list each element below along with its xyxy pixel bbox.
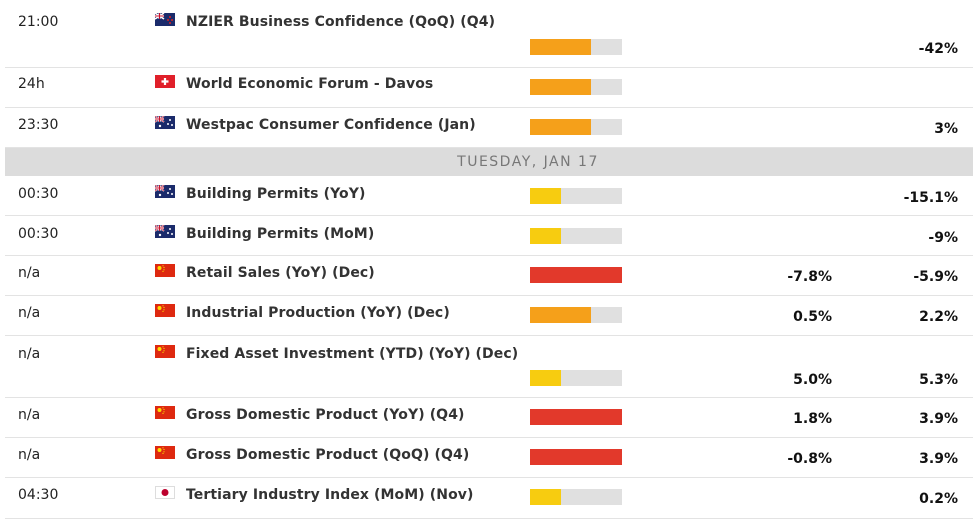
time: n/a: [18, 305, 41, 321]
forecast: -7.8%: [787, 269, 832, 285]
previous: 2.2%: [919, 309, 958, 325]
impact-fill: [530, 449, 622, 465]
previous: -15.1%: [903, 190, 958, 206]
impact-bar: [530, 307, 622, 323]
event-row[interactable]: 00:30 Building Permits (MoM) -9%: [5, 216, 973, 256]
event-row[interactable]: 23:30 Westpac Consumer Confidence (Jan) …: [5, 108, 973, 148]
impact-fill: [530, 188, 561, 204]
impact-bar: [530, 119, 622, 135]
impact-bar: [530, 449, 622, 465]
impact-fill: [530, 119, 592, 135]
event-row[interactable]: n/a Industrial Production (YoY) (Dec) 0.…: [5, 296, 973, 336]
impact-fill: [530, 228, 561, 244]
previous: -5.9%: [913, 269, 958, 285]
event-name: Fixed Asset Investment (YTD) (YoY) (Dec): [186, 346, 519, 362]
time: 00:30: [18, 186, 59, 202]
impact-bar: [530, 188, 622, 204]
event-name: Industrial Production (YoY) (Dec): [186, 305, 450, 321]
previous: -9%: [928, 230, 958, 246]
flag: [155, 486, 175, 499]
event-row[interactable]: n/a Gross Domestic Product (QoQ) (Q4) -0…: [5, 438, 973, 478]
event-name: Westpac Consumer Confidence (Jan): [186, 117, 476, 133]
previous: 5.3%: [919, 372, 958, 388]
forecast: 0.5%: [793, 309, 832, 325]
flag: [155, 345, 175, 358]
previous: 3.9%: [919, 411, 958, 427]
impact-bar: [530, 489, 622, 505]
forecast: 1.8%: [793, 411, 832, 427]
flag: [155, 446, 175, 459]
impact-fill: [530, 370, 561, 386]
event-row[interactable]: n/a Gross Domestic Product (YoY) (Q4) 1.…: [5, 398, 973, 438]
flag: [155, 185, 175, 198]
event-name: Tertiary Industry Index (MoM) (Nov): [186, 487, 474, 503]
time: 21:00: [18, 14, 59, 30]
time: n/a: [18, 265, 41, 281]
time: 23:30: [18, 117, 59, 133]
impact-bar: [530, 39, 622, 55]
time: n/a: [18, 346, 41, 362]
impact-bar: [530, 370, 622, 386]
impact-fill: [530, 307, 592, 323]
impact-fill: [530, 39, 592, 55]
day-label: TUESDAY, JAN 17: [457, 154, 599, 170]
time: n/a: [18, 447, 41, 463]
time: 24h: [18, 76, 45, 92]
event-row[interactable]: n/a Retail Sales (YoY) (Dec) -7.8% -5.9%: [5, 256, 973, 296]
event-name: World Economic Forum - Davos: [186, 76, 434, 92]
flag: [155, 13, 175, 26]
event-row[interactable]: 00:30 Building Permits (YoY) -15.1%: [5, 176, 973, 216]
flag: [155, 225, 175, 238]
time: 04:30: [18, 487, 59, 503]
event-name: Retail Sales (YoY) (Dec): [186, 265, 375, 281]
impact-fill: [530, 409, 622, 425]
previous: 3%: [934, 121, 958, 137]
impact-fill: [530, 489, 561, 505]
flag: [155, 406, 175, 419]
event-row[interactable]: 04:30 Tertiary Industry Index (MoM) (Nov…: [5, 478, 973, 519]
impact-fill: [530, 267, 622, 283]
event-name: Gross Domestic Product (QoQ) (Q4): [186, 447, 470, 463]
forecast: 5.0%: [793, 372, 832, 388]
previous: -42%: [918, 41, 958, 57]
day-header: TUESDAY, JAN 17: [5, 148, 973, 176]
event-name: Building Permits (YoY): [186, 186, 366, 202]
event-row[interactable]: n/a Fixed Asset Investment (YTD) (YoY) (…: [5, 336, 973, 398]
event-name: Gross Domestic Product (YoY) (Q4): [186, 407, 465, 423]
impact-bar: [530, 228, 622, 244]
flag: [155, 264, 175, 277]
impact-fill: [530, 79, 592, 95]
impact-bar: [530, 79, 622, 95]
impact-bar: [530, 267, 622, 283]
flag: [155, 75, 175, 88]
flag: [155, 116, 175, 129]
impact-bar: [530, 409, 622, 425]
event-name: Building Permits (MoM): [186, 226, 375, 242]
time: 00:30: [18, 226, 59, 242]
previous: 3.9%: [919, 451, 958, 467]
event-row[interactable]: 24h World Economic Forum - Davos: [5, 68, 973, 108]
time: n/a: [18, 407, 41, 423]
flag: [155, 304, 175, 317]
forecast: -0.8%: [787, 451, 832, 467]
previous: 0.2%: [919, 491, 958, 507]
event-name: NZIER Business Confidence (QoQ) (Q4): [186, 14, 496, 30]
event-row[interactable]: 21:00 NZIER Business Confidence (QoQ) (Q…: [5, 0, 973, 68]
